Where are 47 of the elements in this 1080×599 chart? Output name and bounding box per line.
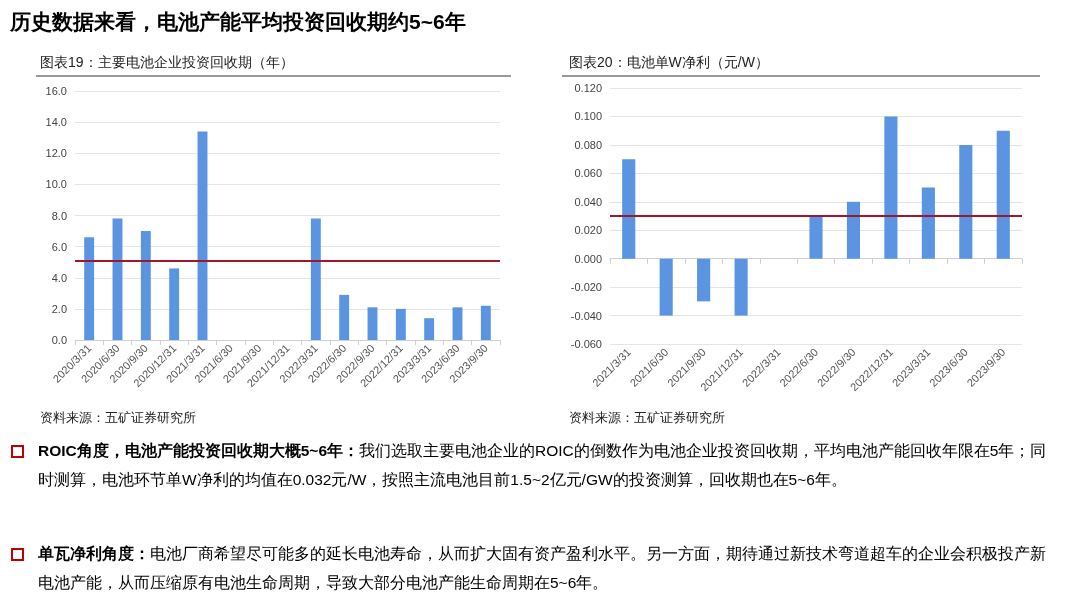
bar [84, 237, 95, 340]
y-tick-label: 0.000 [574, 252, 602, 265]
bar [452, 307, 463, 340]
bar [622, 159, 636, 259]
text: 单瓦净利角度： [38, 545, 150, 562]
text: 历史数据来看，电池产能平均投资回收期约5~6年 [10, 9, 466, 35]
y-tick-label: 16.0 [45, 85, 67, 97]
bar [921, 187, 935, 259]
bar [197, 131, 208, 340]
y-tick-label: 0.080 [574, 138, 602, 151]
y-tick-label: 14.0 [45, 116, 67, 129]
bar [996, 130, 1010, 259]
bar [339, 294, 350, 340]
text: ROIC角度，电池产能投资回收期大概5~6年： [38, 442, 360, 459]
y-tick-label: 0.020 [574, 224, 602, 237]
y-tick-label: 0.120 [574, 82, 602, 94]
y-tick-label: 2.0 [51, 302, 67, 315]
y-tick-label: 6.0 [51, 240, 67, 253]
bar [480, 305, 491, 340]
bar [846, 201, 861, 259]
y-tick-label: 0.060 [574, 167, 602, 180]
chart-title: 图表20：电池单W净利（元/W） [569, 54, 769, 72]
bar [169, 268, 180, 340]
y-tick-label: 0.100 [574, 110, 602, 123]
bar [424, 318, 435, 340]
bar [140, 231, 151, 340]
y-tick-label: 4.0 [51, 271, 67, 284]
y-tick-label: -0.020 [570, 281, 602, 294]
text: 资料来源：五矿证券研究所 [569, 409, 725, 427]
y-tick-label: 0.040 [574, 195, 602, 208]
bar [734, 258, 748, 316]
y-tick-label: 0.0 [51, 334, 67, 346]
bar [959, 144, 973, 259]
y-tick-label: 12.0 [45, 147, 67, 160]
bar [659, 258, 673, 316]
chart-title: 图表19：主要电池企业投资回收期（年） [40, 54, 294, 72]
bar [395, 308, 406, 340]
y-tick-label: -0.060 [570, 338, 602, 351]
text: 资料来源：五矿证券研究所 [40, 409, 196, 427]
y-tick-label: 10.0 [45, 178, 67, 191]
bar [884, 116, 898, 259]
y-tick-label: 8.0 [51, 209, 67, 222]
bar [310, 218, 321, 340]
bar [697, 258, 711, 302]
y-tick-label: -0.040 [570, 309, 602, 322]
bar [809, 216, 823, 259]
bar [367, 307, 378, 340]
